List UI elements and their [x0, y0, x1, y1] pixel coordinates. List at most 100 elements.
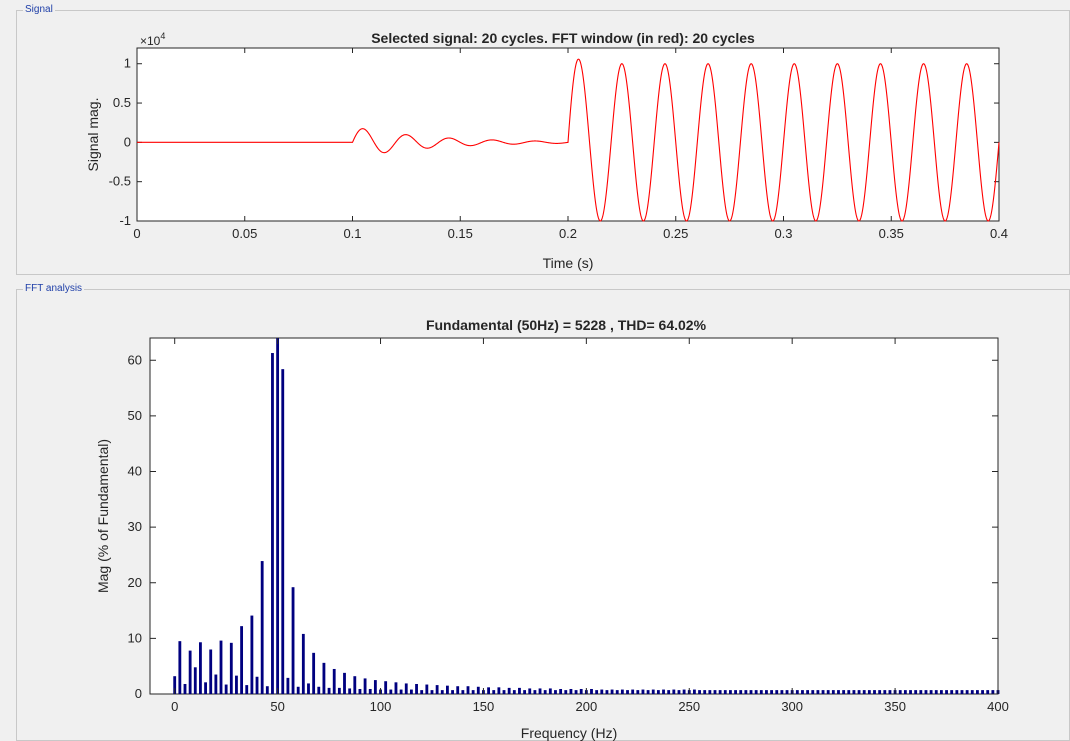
- fft-bar: [224, 684, 228, 694]
- fft-bar: [384, 681, 388, 694]
- fft-bar: [605, 690, 609, 694]
- fft-bar: [631, 689, 635, 694]
- fft-bar: [255, 676, 259, 694]
- fft-bar: [250, 615, 254, 694]
- fft-bar: [744, 690, 748, 694]
- fft-x-tick-label: 350: [884, 699, 906, 714]
- fft-x-tick-label: 300: [781, 699, 803, 714]
- fft-x-tick-label: 50: [270, 699, 284, 714]
- fft-bar: [389, 689, 393, 694]
- fft-bar: [600, 689, 604, 694]
- signal-panel-title: Signal: [23, 3, 55, 17]
- fft-bar: [188, 650, 192, 694]
- fft-bar: [729, 690, 732, 694]
- fft-bar: [265, 686, 269, 694]
- fft-x-tick-label: 150: [473, 699, 495, 714]
- fft-bar: [497, 687, 501, 694]
- fft-bar: [471, 690, 475, 694]
- signal-y-tick-label: -0.5: [109, 174, 131, 189]
- fft-x-tick-label: 100: [370, 699, 392, 714]
- fft-bar: [626, 690, 629, 694]
- signal-xlabel: Time (s): [543, 255, 594, 271]
- fft-bar: [703, 690, 707, 694]
- fft-xlabel: Frequency (Hz): [521, 725, 617, 741]
- fft-bar: [569, 688, 573, 694]
- signal-x-tick-label: 0.3: [774, 226, 792, 241]
- fft-bar: [348, 688, 352, 694]
- signal-y-tick-label: -1: [119, 213, 131, 228]
- fft-bar: [811, 690, 815, 694]
- fft-bar: [718, 690, 722, 694]
- fft-bar: [785, 690, 789, 694]
- fft-bar: [770, 690, 774, 694]
- fft-bar: [713, 690, 717, 694]
- signal-x-tick-label: 0.1: [343, 226, 361, 241]
- fft-bar: [847, 690, 851, 694]
- signal-x-tick-label: 0.15: [448, 226, 473, 241]
- fft-bar: [945, 690, 948, 694]
- signal-exponent-base: ×10: [140, 34, 161, 48]
- signal-exponent: ×104: [140, 31, 165, 48]
- fft-bar: [322, 662, 326, 694]
- signal-y-tick-label: 0.5: [113, 95, 131, 110]
- fft-y-tick-label: 0: [135, 686, 142, 701]
- fft-bar: [991, 690, 995, 694]
- fft-bar: [286, 677, 290, 694]
- fft-bar: [976, 690, 979, 694]
- fft-bar: [415, 683, 418, 694]
- fft-bar: [173, 676, 177, 694]
- fft-bar: [430, 690, 434, 694]
- fft-bar: [559, 688, 563, 694]
- fft-bar: [399, 689, 403, 694]
- fft-bar: [801, 690, 804, 694]
- fft-bar: [590, 688, 593, 694]
- fft-bar: [492, 690, 496, 694]
- fft-bar: [723, 690, 727, 694]
- fft-bar: [806, 690, 810, 694]
- fft-bar: [821, 690, 825, 694]
- fft-bar: [981, 690, 984, 694]
- fft-bar: [739, 690, 743, 694]
- fft-bar: [667, 690, 671, 694]
- fft-y-tick-label: 40: [128, 464, 142, 479]
- fft-bar: [564, 690, 568, 694]
- fft-bar: [229, 642, 233, 694]
- fft-bar: [219, 640, 223, 694]
- fft-bar: [312, 652, 316, 694]
- fft-bar: [507, 687, 511, 694]
- fft-bar: [301, 633, 305, 694]
- fft-bar: [919, 690, 923, 694]
- fft-x-tick-label: 250: [678, 699, 700, 714]
- fft-bar: [574, 690, 578, 694]
- signal-title: Selected signal: 20 cycles. FFT window (…: [371, 30, 755, 46]
- fft-bar: [749, 690, 753, 694]
- fft-bar: [394, 682, 398, 694]
- fft-bar: [332, 668, 336, 694]
- fft-bar: [435, 685, 439, 694]
- fft-bar: [651, 689, 655, 694]
- fft-bar: [523, 690, 527, 694]
- fft-bar: [420, 690, 424, 694]
- fft-bar: [296, 686, 300, 694]
- fft-y-tick-label: 30: [128, 519, 142, 534]
- fft-bar: [343, 672, 346, 694]
- signal-exponent-power: 4: [160, 31, 165, 41]
- fft-plot-area: [149, 337, 999, 695]
- fft-bar: [878, 690, 882, 694]
- fft-bar: [502, 690, 506, 694]
- fft-bar: [965, 690, 969, 694]
- fft-bar: [209, 649, 213, 694]
- fft-bar: [852, 690, 856, 694]
- fft-bar: [579, 688, 583, 694]
- fft-x-tick-label: 200: [575, 699, 597, 714]
- fft-bar: [240, 626, 244, 694]
- signal-plot-area: [136, 47, 1000, 222]
- fft-bar: [656, 690, 660, 694]
- fft-bar: [939, 690, 943, 694]
- fft-bar: [373, 680, 377, 694]
- fft-bar: [734, 690, 737, 694]
- fft-bar: [476, 686, 480, 694]
- fft-bar: [692, 689, 696, 694]
- fft-bar: [646, 690, 650, 694]
- fft-bar: [837, 690, 840, 694]
